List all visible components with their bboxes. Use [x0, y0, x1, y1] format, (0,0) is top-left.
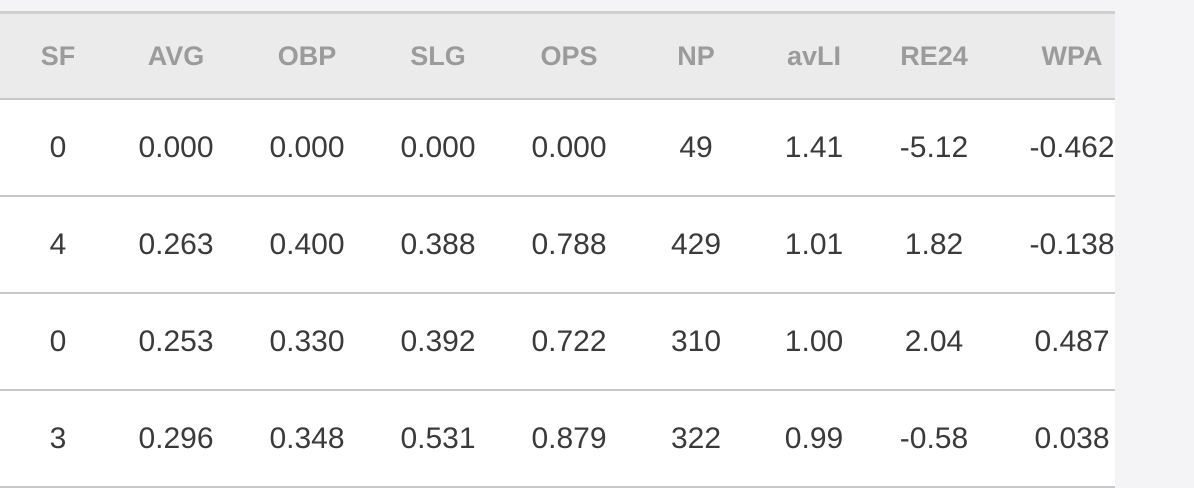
stats-table: SF AVG OBP SLG OPS NP avLI RE24 WPA 0 0.000 0.000 0.…: [0, 11, 1115, 488]
header-cell: SF: [40, 40, 76, 71]
table-cell: 0.330: [269, 324, 345, 358]
table-cell: 1.82: [904, 227, 964, 261]
header-cell: OPS: [540, 40, 598, 71]
table-cell: 1.00: [784, 324, 844, 358]
table-cell: 0.263: [138, 227, 214, 261]
header-row: SF AVG OBP SLG OPS NP avLI RE24 WPA: [0, 14, 1115, 100]
header-cell: OBP: [277, 40, 337, 71]
table-cell: 1.01: [784, 227, 844, 261]
table-cell: 322: [670, 421, 722, 455]
table-cell: 49: [679, 130, 713, 164]
table-cell: 0.253: [138, 324, 214, 358]
table-cell: 429: [670, 227, 722, 261]
table-cell: 0.000: [138, 130, 214, 164]
table-cell: 310: [670, 324, 722, 358]
table-row: 0 0.253 0.330 0.392 0.722 310 1.00 2.04 0.487: [0, 294, 1115, 391]
table-cell: 0.000: [400, 130, 476, 164]
table-cell: 0.000: [269, 130, 345, 164]
table-cell: 0.388: [400, 227, 476, 261]
table-cell: 0.348: [269, 421, 345, 455]
table-row: 0 0.000 0.000 0.000 0.000 49 1.41 -5.12 -0.462: [0, 100, 1115, 197]
table-cell: 0: [49, 324, 67, 358]
table-cell: 1.41: [784, 130, 844, 164]
header-cell: AVG: [147, 40, 205, 71]
table-cell: 3: [49, 421, 67, 455]
table-cell: 0.722: [531, 324, 607, 358]
header-cell: NP: [677, 40, 715, 71]
table-cell: -0.462: [1029, 130, 1115, 164]
header-cell: avLI: [786, 40, 842, 71]
table-cell: 0: [49, 130, 67, 164]
header-cell: RE24: [900, 40, 968, 71]
header-cell: SLG: [410, 40, 466, 71]
table-cell: 0.000: [531, 130, 607, 164]
table-cell: 0.038: [1034, 421, 1110, 455]
table-row: 3 0.296 0.348 0.531 0.879 322 0.99 -0.58 0.038: [0, 391, 1115, 488]
table-cell: -0.138: [1029, 227, 1115, 261]
table-cell: 0.99: [784, 421, 844, 455]
table-cell: 0.487: [1034, 324, 1110, 358]
header-cell: WPA: [1041, 40, 1103, 71]
table-cell: 4: [49, 227, 67, 261]
table-cell: 2.04: [904, 324, 964, 358]
table-cell: 0.879: [531, 421, 607, 455]
table-row: 4 0.263 0.400 0.388 0.788 429 1.01 1.82 -0.138: [0, 197, 1115, 294]
table-cell: 0.788: [531, 227, 607, 261]
table-cell: 0.400: [269, 227, 345, 261]
table-cell: 0.531: [400, 421, 476, 455]
table-cell: -0.58: [899, 421, 969, 455]
table-cell: -5.12: [899, 130, 969, 164]
table-cell: 0.296: [138, 421, 214, 455]
table-cell: 0.392: [400, 324, 476, 358]
